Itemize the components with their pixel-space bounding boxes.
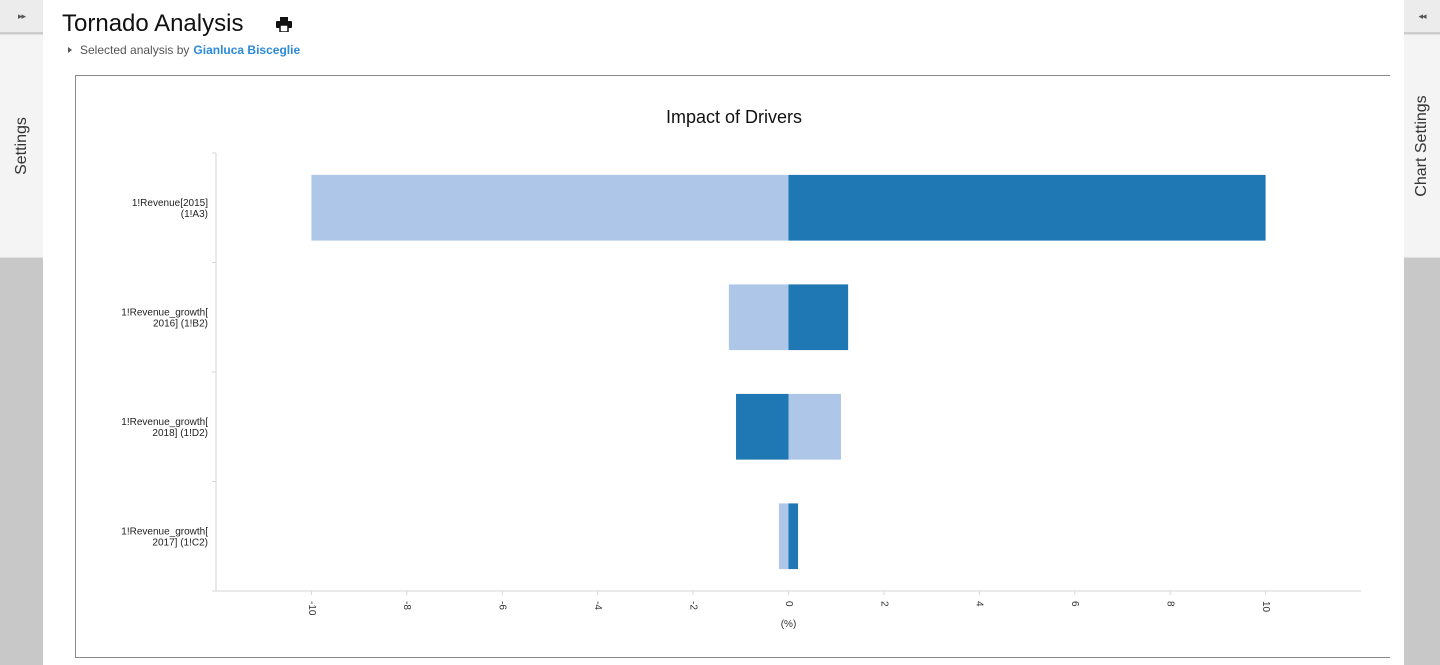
bar-low-2 [736, 393, 789, 460]
x-tick-label: 4 [974, 601, 985, 607]
category-label: 1!Revenue_growth[2018] (1!D2) [121, 417, 208, 439]
settings-tab[interactable]: Settings [0, 34, 43, 258]
expand-right-panel-button[interactable]: ◂◂ [1404, 0, 1440, 33]
x-tick-label: 2 [878, 601, 889, 607]
bar-low-0 [311, 174, 789, 241]
x-tick-label: -4 [592, 601, 603, 610]
bar-high-3 [788, 503, 799, 570]
chart-title: Impact of Drivers [666, 107, 802, 127]
x-tick-label: 10 [1260, 601, 1271, 613]
bar-low-3 [778, 503, 789, 570]
byline-prefix: Selected analysis by [80, 43, 190, 57]
bar-low-1 [728, 284, 789, 351]
category-label: 1!Revenue_growth[2017] (1!C2) [121, 526, 208, 548]
x-tick-label: -8 [401, 601, 412, 610]
x-tick-label: -6 [497, 601, 508, 610]
tornado-chart: Impact of Drivers 1!Revenue[2015] (1!A3) 1… [121, 107, 1361, 630]
chart-settings-tab[interactable]: Chart Settings [1404, 34, 1440, 258]
caret-right-icon[interactable] [68, 47, 72, 53]
settings-tab-label: Settings [12, 117, 30, 175]
left-settings-rail: ▸▸ Settings [0, 0, 43, 665]
page-title: Tornado Analysis [62, 10, 244, 37]
bar-high-2 [788, 393, 841, 460]
chart-settings-tab-label: Chart Settings [1413, 95, 1430, 197]
x-axis-label: (%) [781, 619, 797, 630]
x-tick-label: -2 [687, 601, 698, 610]
right-settings-rail: ◂◂ Chart Settings [1404, 0, 1440, 665]
chart-panel: Impact of Drivers 1!Revenue[2015] (1!A3) 1… [75, 75, 1390, 658]
x-tick-label: 0 [783, 601, 794, 607]
expand-left-panel-button[interactable]: ▸▸ [0, 0, 43, 33]
x-tick-label: -10 [306, 601, 317, 616]
bar-high-1 [788, 284, 849, 351]
bar-high-0 [788, 174, 1266, 241]
category-label: 1!Revenue[2015] (1!A3) [132, 198, 208, 220]
author-link[interactable]: Gianluca Bisceglie [193, 43, 301, 57]
print-icon[interactable] [276, 17, 292, 32]
x-tick-label: 6 [1069, 601, 1080, 607]
category-label: 1!Revenue_growth[2016] (1!B2) [121, 307, 208, 329]
analysis-byline: Selected analysis by Gianluca Bisceglie [68, 43, 300, 57]
x-tick-label: 8 [1165, 601, 1176, 607]
